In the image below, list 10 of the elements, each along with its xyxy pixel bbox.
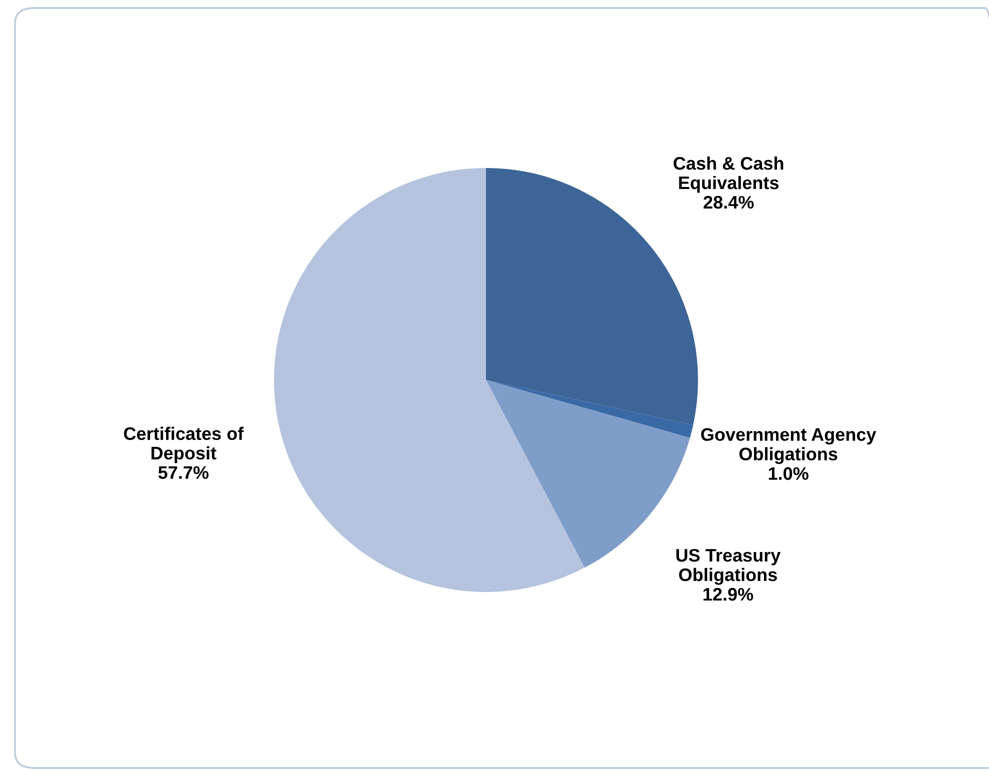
slice-label: Cash & Cash Equivalents [674,156,784,193]
slice-label: US Treasury Obligations [676,548,781,585]
pie-slice [486,380,694,438]
pie-slice [274,168,585,592]
data-label: 57.7% [158,466,209,479]
slice-label: Certificates of Deposit [124,426,244,464]
data-label: 28.4% [704,196,754,209]
slice-label: Government Agency Obligations [701,428,876,464]
data-label: 1.0% [768,467,808,480]
data-label: 12.9% [704,588,754,601]
